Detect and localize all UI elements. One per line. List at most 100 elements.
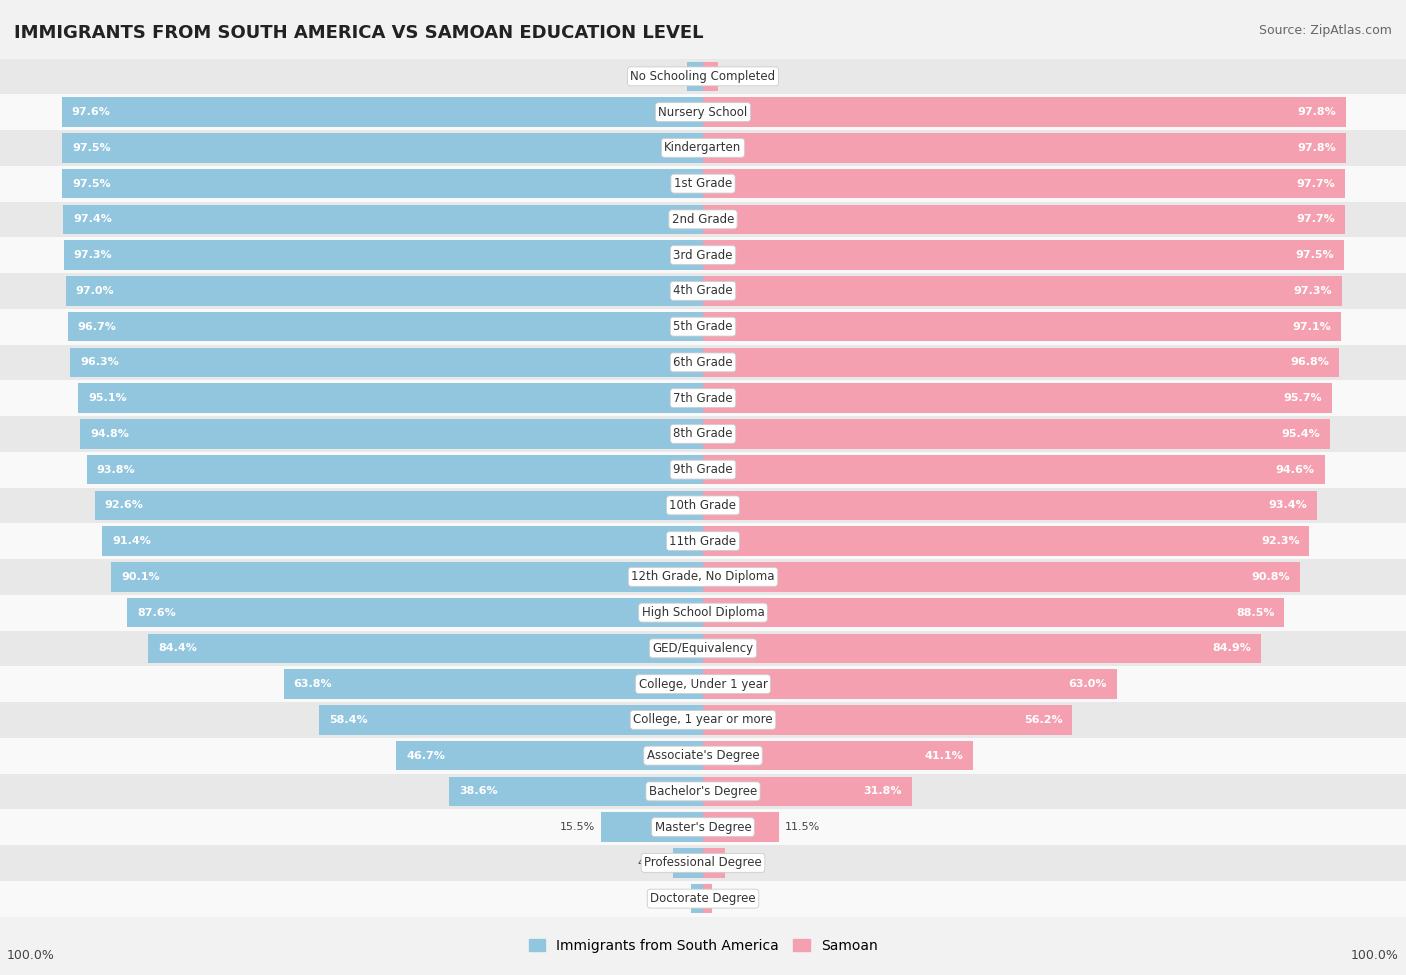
Bar — [703, 670, 1116, 699]
Text: 97.5%: 97.5% — [1295, 251, 1334, 260]
Text: Professional Degree: Professional Degree — [644, 856, 762, 870]
Text: 97.3%: 97.3% — [1294, 286, 1333, 295]
Text: 97.0%: 97.0% — [76, 286, 114, 295]
Text: 90.8%: 90.8% — [1251, 572, 1289, 582]
Bar — [673, 848, 703, 878]
Text: 97.3%: 97.3% — [73, 251, 112, 260]
Bar — [703, 563, 1299, 592]
Bar — [396, 741, 703, 770]
Bar — [703, 741, 973, 770]
Bar — [703, 241, 1344, 270]
Bar — [703, 634, 1261, 663]
Bar — [284, 670, 703, 699]
Bar — [62, 134, 703, 163]
Bar — [0, 595, 1406, 631]
Bar — [686, 61, 703, 91]
Text: 95.7%: 95.7% — [1284, 393, 1322, 403]
Bar — [0, 666, 1406, 702]
Text: 96.7%: 96.7% — [77, 322, 117, 332]
Bar — [0, 773, 1406, 809]
Text: Bachelor's Degree: Bachelor's Degree — [650, 785, 756, 798]
Text: 96.8%: 96.8% — [1291, 358, 1329, 368]
Bar — [692, 884, 703, 914]
Text: 94.6%: 94.6% — [1275, 465, 1315, 475]
Bar — [703, 205, 1346, 234]
Text: 56.2%: 56.2% — [1024, 715, 1063, 724]
Bar — [0, 202, 1406, 237]
Text: 8th Grade: 8th Grade — [673, 427, 733, 441]
Text: 95.4%: 95.4% — [1281, 429, 1320, 439]
Bar — [703, 348, 1339, 377]
Text: 41.1%: 41.1% — [924, 751, 963, 760]
Text: 31.8%: 31.8% — [863, 787, 903, 797]
Bar — [87, 455, 703, 485]
Bar — [79, 383, 703, 412]
Text: Associate's Degree: Associate's Degree — [647, 749, 759, 762]
Bar — [66, 276, 703, 305]
Bar — [319, 705, 703, 734]
Text: 97.5%: 97.5% — [72, 143, 111, 153]
Bar — [62, 169, 703, 198]
Bar — [67, 312, 703, 341]
Text: 84.4%: 84.4% — [159, 644, 197, 653]
Text: 94.8%: 94.8% — [90, 429, 129, 439]
Bar — [703, 848, 724, 878]
Text: 9th Grade: 9th Grade — [673, 463, 733, 476]
Bar — [0, 273, 1406, 309]
Text: 96.3%: 96.3% — [80, 358, 120, 368]
Bar — [149, 634, 703, 663]
Bar — [703, 812, 779, 841]
Bar — [0, 344, 1406, 380]
Bar — [703, 419, 1330, 448]
Text: 97.4%: 97.4% — [73, 214, 112, 224]
Text: 38.6%: 38.6% — [460, 787, 498, 797]
Text: 97.8%: 97.8% — [1296, 107, 1336, 117]
Text: 2nd Grade: 2nd Grade — [672, 213, 734, 226]
Text: 97.7%: 97.7% — [1296, 178, 1336, 188]
Text: 87.6%: 87.6% — [138, 607, 176, 617]
Bar — [0, 416, 1406, 451]
Text: 1.8%: 1.8% — [657, 894, 685, 904]
Bar — [703, 61, 718, 91]
Text: 3rd Grade: 3rd Grade — [673, 249, 733, 261]
Bar — [80, 419, 703, 448]
Bar — [0, 95, 1406, 130]
Bar — [450, 777, 703, 806]
Bar — [703, 884, 713, 914]
Text: 100.0%: 100.0% — [1351, 949, 1399, 962]
Bar — [63, 205, 703, 234]
Bar — [703, 312, 1341, 341]
Text: 95.1%: 95.1% — [89, 393, 127, 403]
Text: Nursery School: Nursery School — [658, 105, 748, 119]
Text: 90.1%: 90.1% — [121, 572, 159, 582]
Bar — [63, 241, 703, 270]
Bar — [62, 98, 703, 127]
Text: 11.5%: 11.5% — [785, 822, 820, 832]
Text: Source: ZipAtlas.com: Source: ZipAtlas.com — [1258, 24, 1392, 37]
Bar — [0, 451, 1406, 488]
Bar — [0, 845, 1406, 880]
Text: 1.4%: 1.4% — [718, 894, 747, 904]
Bar — [0, 631, 1406, 666]
Text: 63.8%: 63.8% — [294, 680, 332, 689]
Text: 7th Grade: 7th Grade — [673, 392, 733, 405]
Bar — [0, 559, 1406, 595]
Bar — [0, 702, 1406, 738]
Text: 97.8%: 97.8% — [1296, 143, 1336, 153]
Bar — [0, 130, 1406, 166]
Bar — [703, 383, 1331, 412]
Bar — [70, 348, 703, 377]
Bar — [0, 488, 1406, 524]
Text: 15.5%: 15.5% — [560, 822, 595, 832]
Bar — [0, 58, 1406, 95]
Bar — [703, 490, 1316, 520]
Text: 100.0%: 100.0% — [7, 949, 55, 962]
Bar — [0, 380, 1406, 416]
Text: 2.5%: 2.5% — [651, 71, 681, 81]
Bar — [0, 524, 1406, 559]
Text: 12th Grade, No Diploma: 12th Grade, No Diploma — [631, 570, 775, 583]
Bar — [703, 169, 1346, 198]
Text: 63.0%: 63.0% — [1069, 680, 1107, 689]
Text: 11th Grade: 11th Grade — [669, 534, 737, 548]
Bar — [602, 812, 703, 841]
